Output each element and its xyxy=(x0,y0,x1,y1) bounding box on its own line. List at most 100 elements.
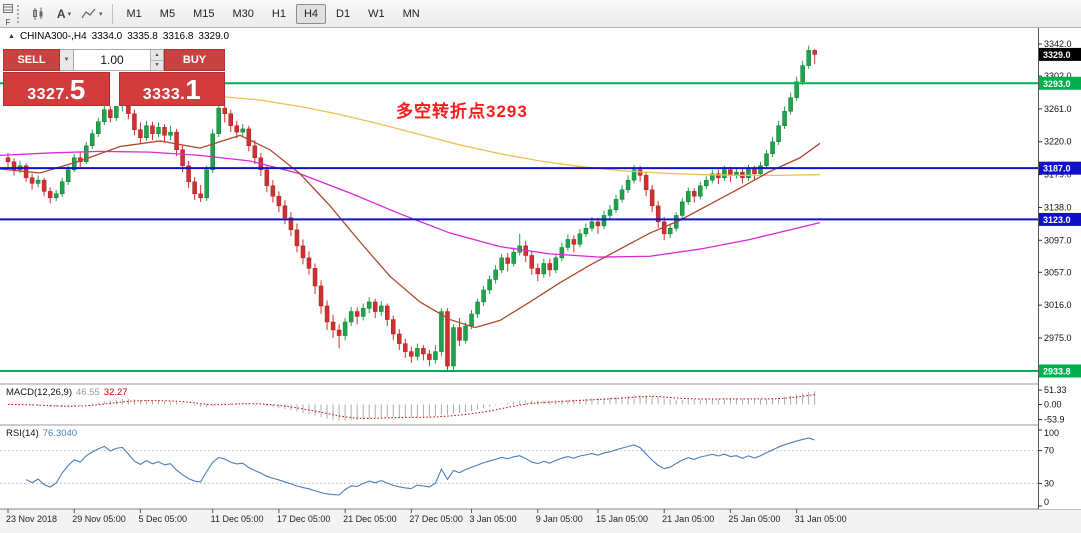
ohlc-close: 3329.0 xyxy=(198,31,230,42)
macd-name: MACD(12,26,9) xyxy=(6,387,72,398)
svg-text:21 Dec 05:00: 21 Dec 05:00 xyxy=(343,514,397,524)
svg-text:25 Jan 05:00: 25 Jan 05:00 xyxy=(728,514,780,524)
timeframe-button-mn[interactable]: MN xyxy=(402,7,420,20)
price-tag-3293.0 xyxy=(1039,76,1081,90)
chart-arrow-icon: ▲ xyxy=(8,33,15,40)
volume-spinner: ▲ ▼ xyxy=(150,50,163,70)
sell-price-pip: 5 xyxy=(69,74,86,105)
svg-text:21 Jan 05:00: 21 Jan 05:00 xyxy=(662,514,714,524)
volume-value: 1.00 xyxy=(100,53,124,67)
price-tag-2933.8 xyxy=(1039,364,1081,378)
text-tool-button[interactable]: A ▾ xyxy=(56,6,72,21)
rsi-line xyxy=(25,437,815,496)
ohlc-high: 3335.8 xyxy=(127,31,158,42)
price-tag-3123.0 xyxy=(1039,212,1081,226)
ma-fast-line xyxy=(0,134,821,329)
sell-button[interactable]: SELL xyxy=(3,49,60,71)
chart-window-icon[interactable] xyxy=(3,0,13,18)
buy-price-display[interactable]: 3333. 1 xyxy=(118,72,225,106)
one-click-trading-panel: SELL ▼ 1.00 ▲ ▼ BUY 3327. 5 3333. 1 xyxy=(3,49,225,106)
chart-symbol-label: ▲ CHINA300-,H4 3334.0 3335.8 3316.8 3329… xyxy=(8,31,229,42)
svg-text:3261.0: 3261.0 xyxy=(1044,104,1072,114)
symbol-text: CHINA300-,H4 xyxy=(19,31,87,42)
svg-text:3097.0: 3097.0 xyxy=(1044,235,1072,245)
svg-text:3220.0: 3220.0 xyxy=(1044,137,1072,147)
volume-down-icon[interactable]: ▼ xyxy=(151,59,163,70)
svg-text:51.33: 51.33 xyxy=(1044,385,1067,395)
svg-text:3329.0: 3329.0 xyxy=(1043,50,1071,60)
chevron-down-icon: ▾ xyxy=(67,10,72,18)
macd-axis: 51.33 0.00 -53.9 xyxy=(1038,385,1067,425)
ohlc-low: 3316.8 xyxy=(162,31,194,42)
chart-annotation-text: 多空转折点3293 xyxy=(396,102,528,121)
timeframe-button-w1[interactable]: W1 xyxy=(368,7,385,20)
svg-text:3187.0: 3187.0 xyxy=(1043,164,1071,174)
svg-text:0.00: 0.00 xyxy=(1044,400,1062,410)
macd-indicator-label: MACD(12,26,9) 46.55 32.27 xyxy=(6,387,128,398)
rsi-value: 76.3040 xyxy=(42,428,78,439)
svg-text:100: 100 xyxy=(1044,428,1059,438)
svg-text:3057.0: 3057.0 xyxy=(1044,267,1072,277)
volume-up-icon[interactable]: ▲ xyxy=(151,50,163,60)
rsi-name: RSI(14) xyxy=(6,428,39,439)
volume-dropdown-icon[interactable]: ▼ xyxy=(60,49,74,71)
timeframes-group: M1 M5 M15 M30 H1 H4 D1 W1 MN xyxy=(118,3,429,24)
macd-main-value: 46.55 xyxy=(76,387,100,398)
svg-text:11 Dec 05:00: 11 Dec 05:00 xyxy=(211,514,264,524)
timeframe-button-m5[interactable]: M5 xyxy=(159,7,176,20)
price-tag-3329.0 xyxy=(1039,47,1081,61)
chevron-down-icon: ▾ xyxy=(99,10,103,18)
toolbar-grip[interactable] xyxy=(17,4,21,23)
svg-text:-53.9: -53.9 xyxy=(1044,415,1065,425)
ma-mid-line xyxy=(0,150,821,258)
timeframe-button-m1[interactable]: M1 xyxy=(126,7,142,20)
macd-signal-value: 32.27 xyxy=(103,387,128,398)
f-label: F xyxy=(5,18,11,27)
time-axis[interactable]: 23 Nov 2018 29 Nov 05:00 5 Dec 05:00 11 Dec… xyxy=(6,509,847,524)
timeframe-button-h4[interactable]: H4 xyxy=(295,3,327,24)
toolbar-left-stack: F xyxy=(0,1,16,27)
buy-price-pip: 1 xyxy=(185,74,201,105)
price-axis[interactable]: 3342.03302.03261.03220.03179.03138.03097… xyxy=(1038,39,1081,378)
svg-text:15 Jan 05:00: 15 Jan 05:00 xyxy=(596,514,648,524)
svg-text:9 Jan 05:00: 9 Jan 05:00 xyxy=(536,514,583,524)
svg-text:3016.0: 3016.0 xyxy=(1044,300,1072,310)
chart-type-button[interactable] xyxy=(25,3,51,25)
svg-text:2933.8: 2933.8 xyxy=(1043,367,1071,377)
svg-text:3 Jan 05:00: 3 Jan 05:00 xyxy=(470,514,517,524)
ohlc-open: 3334.0 xyxy=(91,31,123,42)
drawing-tools-group: A ▾ ▾ xyxy=(25,3,107,25)
timeframe-button-m30[interactable]: M30 xyxy=(232,7,254,20)
svg-text:3342.0: 3342.0 xyxy=(1044,39,1072,49)
svg-text:17 Dec 05:00: 17 Dec 05:00 xyxy=(277,514,331,524)
sell-price-main: 3327. xyxy=(27,86,70,103)
candles-layer xyxy=(5,45,817,371)
svg-text:70: 70 xyxy=(1044,446,1054,456)
time-axis-strip xyxy=(0,509,1081,533)
svg-text:29 Nov 05:00: 29 Nov 05:00 xyxy=(72,514,126,524)
svg-text:2975.0: 2975.0 xyxy=(1044,333,1072,343)
rsi-indicator-label: RSI(14) 76.3040 xyxy=(6,428,77,439)
svg-text:3138.0: 3138.0 xyxy=(1044,202,1072,212)
volume-input[interactable]: 1.00 ▲ ▼ xyxy=(74,49,164,71)
rsi-axis: 100 70 30 0 xyxy=(1038,428,1059,507)
timeframe-button-d1[interactable]: D1 xyxy=(336,7,351,20)
buy-button[interactable]: BUY xyxy=(164,49,225,71)
svg-text:30: 30 xyxy=(1044,478,1054,488)
svg-text:27 Dec 05:00: 27 Dec 05:00 xyxy=(409,514,463,524)
svg-text:5 Dec 05:00: 5 Dec 05:00 xyxy=(138,514,187,524)
buy-price-main: 3333. xyxy=(142,86,186,103)
timeframe-button-h1[interactable]: H1 xyxy=(271,7,286,20)
macd-histogram xyxy=(13,391,816,421)
svg-text:23 Nov 2018: 23 Nov 2018 xyxy=(6,514,57,524)
timeframe-button-m15[interactable]: M15 xyxy=(193,7,215,20)
sell-price-display[interactable]: 3327. 5 xyxy=(3,72,110,106)
svg-text:3123.0: 3123.0 xyxy=(1043,215,1071,225)
line-studies-button[interactable]: ▾ xyxy=(77,3,107,25)
ma-slow-line xyxy=(149,89,821,177)
toolbar-separator xyxy=(111,3,113,24)
svg-text:3302.0: 3302.0 xyxy=(1044,71,1072,81)
price-tag-3187.0 xyxy=(1039,161,1081,175)
svg-text:3293.0: 3293.0 xyxy=(1043,79,1071,89)
